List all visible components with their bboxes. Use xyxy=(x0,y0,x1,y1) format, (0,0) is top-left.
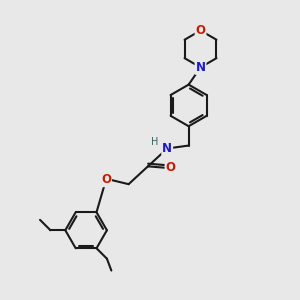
Text: O: O xyxy=(101,173,111,186)
Text: N: N xyxy=(162,142,172,155)
Text: H: H xyxy=(151,137,158,147)
Text: N: N xyxy=(196,61,206,74)
Text: O: O xyxy=(166,161,176,174)
Text: O: O xyxy=(196,24,206,37)
